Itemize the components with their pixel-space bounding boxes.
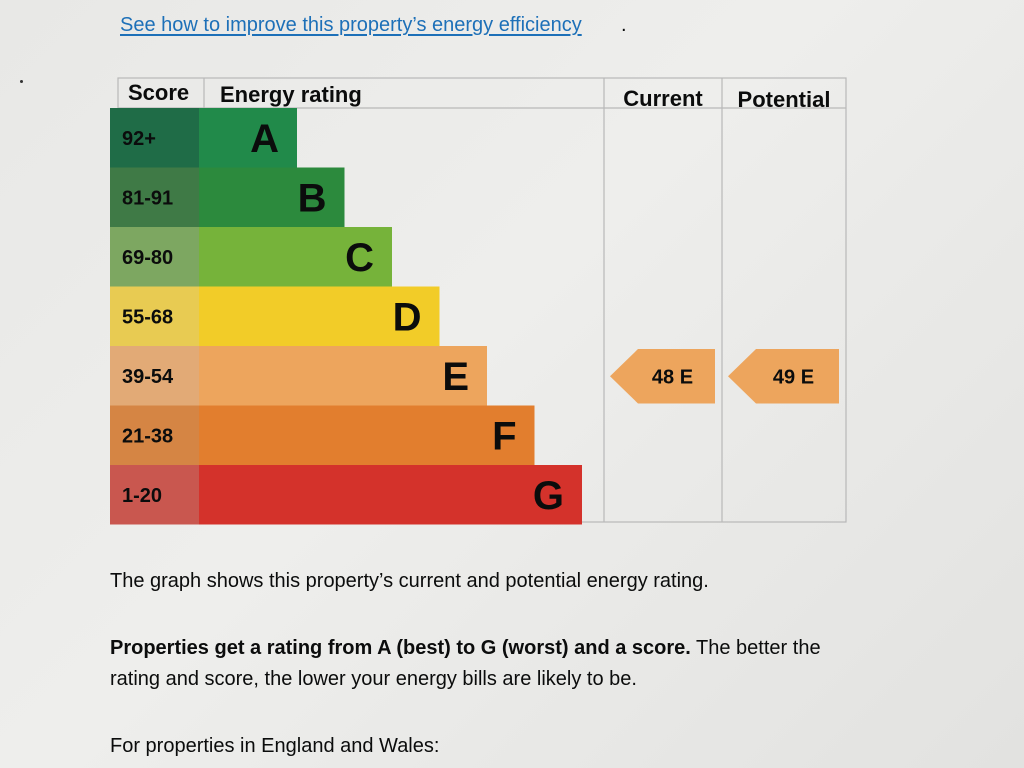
rating-explanation: Properties get a rating from A (best) to… [110,633,870,695]
score-cell-c [110,227,199,287]
current-header: Current [623,86,703,111]
potential-rating-label: 49 E [773,366,814,388]
rating-bar-f [199,405,535,465]
rating-explanation-rest: The better the rating and score, the low… [110,637,821,690]
england-wales-heading: For properties in England and Wales: [110,735,440,757]
energy-rating-chart: Score Energy rating Current Potential 92+ A 81… [110,76,850,526]
rating-letter-a: A [250,117,279,161]
rating-letter-c: C [345,236,374,280]
rating-letter-d: D [393,295,422,339]
rating-letter-g: G [533,474,564,518]
rating-explanation-bold: Properties get a rating from A (best) to… [110,637,691,659]
current-rating-label: 48 E [652,366,693,388]
rating-bar-c [199,227,392,287]
improve-efficiency-link[interactable]: See how to improve this property’s energ… [120,14,582,36]
score-cell-g [110,465,199,525]
graph-description: The graph shows this property’s current … [110,570,709,592]
score-label-f: 21-38 [122,425,173,447]
score-header: Score [128,80,189,105]
rating-letter-f: F [492,414,516,458]
energy-rating-chart-svg: Score Energy rating Current Potential 92+ A 81… [110,77,847,525]
score-label-c: 69-80 [122,247,173,269]
rating-bar-g [199,465,582,525]
score-cell-e [110,346,199,406]
score-label-a: 92+ [122,128,156,150]
rating-bar-e [199,346,487,406]
link-period: . [621,14,627,36]
score-cell-b [110,167,199,227]
rating-letter-e: E [442,355,469,399]
rating-letter-b: B [298,176,327,220]
current-rating-marker [610,349,715,404]
potential-header: Potential [738,87,831,112]
score-cell-d [110,286,199,346]
score-cell-a [110,108,199,168]
energy-rating-header: Energy rating [220,82,362,107]
score-label-g: 1-20 [122,485,162,507]
score-label-e: 39-54 [122,366,174,388]
rating-bar-d [199,286,440,346]
rating-bar-b [199,167,345,227]
dust-speck [20,80,23,83]
score-label-d: 55-68 [122,306,173,328]
score-label-b: 81-91 [122,187,173,209]
score-cell-f [110,405,199,465]
rating-bar-a [199,108,297,168]
potential-rating-marker [728,349,839,404]
